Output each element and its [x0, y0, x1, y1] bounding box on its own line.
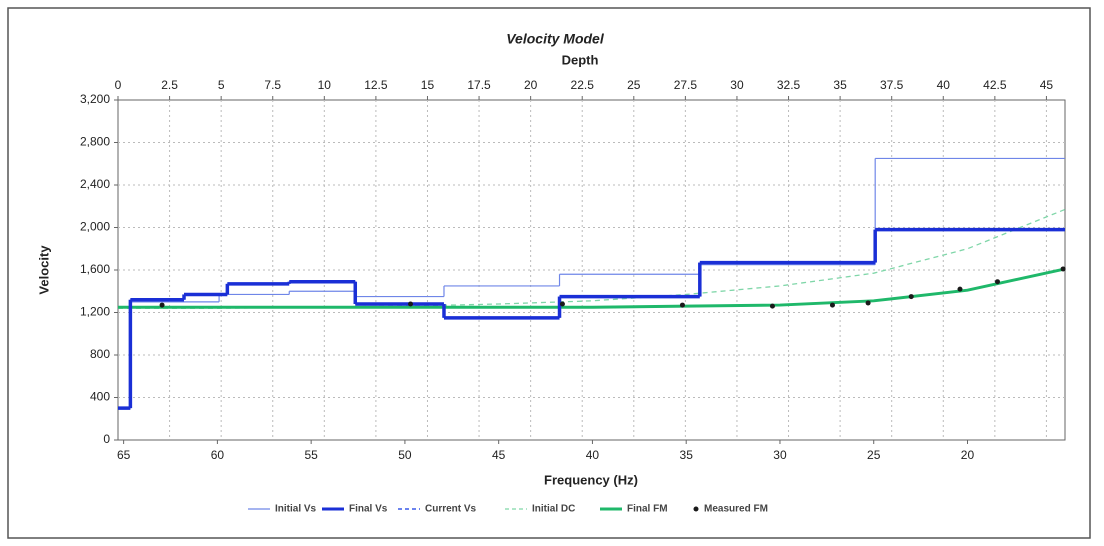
y-tick-label: 3,200 [80, 92, 110, 106]
plot-area [117, 99, 1066, 441]
y-tick-label: 2,000 [80, 220, 110, 234]
data-point [908, 294, 914, 300]
y-tick-label: 2,400 [80, 177, 110, 191]
x2-tick-label: 35 [833, 78, 847, 92]
x2-tick-label: 45 [1040, 78, 1054, 92]
chart-title: Velocity Model [506, 31, 605, 47]
legend-label: Current Vs [425, 504, 477, 515]
x2-tick-label: 25 [627, 78, 641, 92]
legend-marker [693, 506, 699, 512]
x2-tick-label: 22.5 [571, 78, 595, 92]
y-tick-label: 1,200 [80, 305, 110, 319]
legend-label: Initial DC [532, 504, 575, 515]
data-point [769, 303, 775, 309]
legend-label: Final Vs [349, 504, 388, 515]
x2-tick-label: 2.5 [161, 78, 178, 92]
x-tick-label: 60 [211, 448, 225, 462]
data-point [1060, 266, 1066, 272]
legend-label: Initial Vs [275, 504, 317, 515]
y-tick-label: 800 [90, 347, 110, 361]
line [118, 267, 1066, 309]
x2-tick-label: 27.5 [674, 78, 698, 92]
legend-label: Final FM [627, 504, 668, 515]
y-tick-label: 1,600 [80, 262, 110, 276]
data-point [408, 301, 414, 307]
x-axis-label: Frequency (Hz) [544, 472, 638, 487]
data-point [159, 302, 165, 308]
x-tick-label: 65 [117, 448, 131, 462]
x-tick-label: 40 [586, 448, 600, 462]
y-tick-label: 400 [90, 390, 110, 404]
x2-axis-label: Depth [562, 52, 599, 67]
data-point [559, 301, 565, 307]
legend-label: Measured FM [704, 504, 768, 515]
data-point [994, 279, 1000, 285]
x2-tick-label: 7.5 [264, 78, 281, 92]
x2-tick-label: 42.5 [983, 78, 1007, 92]
y-tick-label: 2,800 [80, 135, 110, 149]
x2-tick-label: 17.5 [467, 78, 491, 92]
x-tick-label: 25 [867, 448, 881, 462]
x2-tick-label: 30 [730, 78, 744, 92]
x2-tick-label: 12.5 [364, 78, 388, 92]
y-tick-label: 0 [103, 432, 110, 446]
x2-tick-label: 5 [218, 78, 225, 92]
data-point [957, 286, 963, 292]
data-point [679, 302, 685, 308]
x-tick-label: 45 [492, 448, 506, 462]
x2-tick-label: 40 [937, 78, 951, 92]
x2-tick-label: 10 [318, 78, 332, 92]
data-point [829, 302, 835, 308]
x2-tick-label: 37.5 [880, 78, 904, 92]
y-axis-label: Velocity [36, 245, 51, 295]
x2-tick-label: 15 [421, 78, 435, 92]
x2-tick-label: 32.5 [777, 78, 801, 92]
x-tick-label: 30 [773, 448, 787, 462]
x2-tick-label: 0 [115, 78, 122, 92]
x2-tick-label: 20 [524, 78, 538, 92]
x-tick-label: 50 [398, 448, 412, 462]
x-tick-label: 20 [961, 448, 975, 462]
data-point [865, 300, 871, 306]
x-tick-label: 55 [304, 448, 318, 462]
x-tick-label: 35 [680, 448, 694, 462]
